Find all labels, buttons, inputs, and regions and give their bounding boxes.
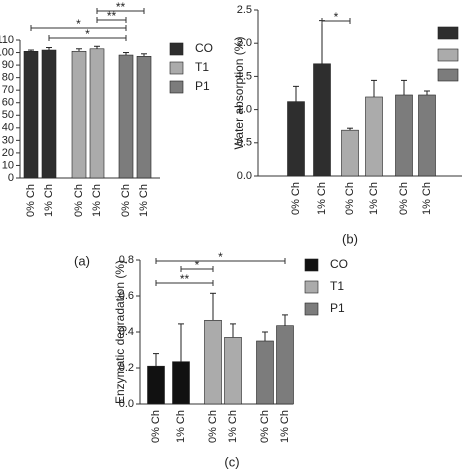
bar xyxy=(395,94,413,177)
significance-label: ** xyxy=(107,9,117,23)
y-tick-label: 0.0 xyxy=(237,170,252,182)
y-tick-label: 0.5 xyxy=(237,137,252,149)
bar xyxy=(418,94,436,177)
x-tick-label: 0% Ch xyxy=(290,182,302,215)
y-tick-label: 1.5 xyxy=(237,70,252,82)
x-tick-label: 1% Ch xyxy=(421,182,433,215)
y-tick-label: 0 xyxy=(8,172,14,184)
y-tick-label: 50 xyxy=(2,109,14,121)
significance-label: * xyxy=(195,258,200,272)
bar xyxy=(71,50,87,179)
y-tick-label: 2.0 xyxy=(237,37,252,49)
bar xyxy=(287,101,305,177)
y-tick-label: 0.4 xyxy=(119,326,134,338)
y-tick-label: 10 xyxy=(2,159,14,171)
legend-label: CO xyxy=(330,257,348,271)
y-axis-label: Enzymatic degradation (%) xyxy=(113,260,127,404)
bar xyxy=(41,49,57,179)
bar xyxy=(341,129,359,177)
y-tick-label: 80 xyxy=(2,72,14,84)
x-tick-label: 0% Ch xyxy=(259,410,271,443)
y-tick-label: 0.2 xyxy=(119,362,134,374)
y-tick-label: 90 xyxy=(2,59,14,71)
bar xyxy=(204,319,222,405)
x-tick-label: 1% Ch xyxy=(91,184,103,217)
legend-swatch xyxy=(437,26,459,40)
legend-label: P1 xyxy=(330,301,345,315)
y-tick-label: 40 xyxy=(2,122,14,134)
x-tick-label: 0% Ch xyxy=(398,182,410,215)
bar xyxy=(147,365,165,405)
x-tick-label: 1% Ch xyxy=(316,182,328,215)
legend-swatch xyxy=(169,42,184,56)
x-tick-label: 0% Ch xyxy=(120,184,132,217)
bar xyxy=(313,63,331,177)
x-tick-label: 0% Ch xyxy=(150,410,162,443)
bar xyxy=(172,361,190,405)
legend-swatch xyxy=(169,61,184,75)
legend-label: CO xyxy=(195,41,213,55)
x-tick-label: 0% Ch xyxy=(207,410,219,443)
y-tick-label: 100 xyxy=(0,46,14,58)
bar xyxy=(89,48,105,179)
legend-swatch xyxy=(437,68,459,82)
subplot-label: (c) xyxy=(224,454,239,469)
y-tick-label: 30 xyxy=(2,134,14,146)
bar xyxy=(256,340,274,405)
x-tick-label: 1% Ch xyxy=(175,410,187,443)
x-tick-label: 0% Ch xyxy=(73,184,85,217)
significance-label: * xyxy=(218,250,223,264)
bar xyxy=(224,337,242,405)
bar xyxy=(136,56,152,179)
x-tick-label: 1% Ch xyxy=(279,410,291,443)
y-tick-label: 1.0 xyxy=(237,104,252,116)
subplot-label: (b) xyxy=(342,231,358,246)
legend-swatch xyxy=(304,258,319,272)
legend-swatch xyxy=(304,302,319,316)
x-tick-label: 1% Ch xyxy=(368,182,380,215)
legend-label: P1 xyxy=(195,79,210,93)
x-tick-label: 1% Ch xyxy=(227,410,239,443)
legend-label: T1 xyxy=(195,60,209,74)
y-tick-label: 70 xyxy=(2,84,14,96)
y-tick-label: 0.6 xyxy=(119,290,134,302)
significance-label: * xyxy=(334,10,339,24)
significance-label: ** xyxy=(180,272,190,286)
x-tick-label: 0% Ch xyxy=(25,184,37,217)
y-tick-label: 2.5 xyxy=(237,4,252,16)
legend-swatch xyxy=(437,48,459,62)
bar xyxy=(118,54,134,179)
y-tick-label: 110 xyxy=(0,34,14,46)
subplot-label: (a) xyxy=(74,253,90,268)
significance-label: ** xyxy=(116,0,126,14)
significance-label: * xyxy=(85,27,90,41)
bar xyxy=(23,50,39,179)
y-tick-label: 0.0 xyxy=(119,398,134,410)
legend-label: T1 xyxy=(330,279,344,293)
x-tick-label: 0% Ch xyxy=(344,182,356,215)
bar xyxy=(276,325,294,405)
legend-swatch xyxy=(169,80,184,94)
x-tick-label: 1% Ch xyxy=(138,184,150,217)
y-tick-label: 0.8 xyxy=(119,254,134,266)
bar xyxy=(365,96,383,177)
x-tick-label: 1% Ch xyxy=(43,184,55,217)
legend-swatch xyxy=(304,280,319,294)
y-axis-label: Water absorption (%) xyxy=(232,37,246,150)
significance-label: * xyxy=(76,17,81,31)
y-tick-label: 60 xyxy=(2,97,14,109)
y-tick-label: 20 xyxy=(2,147,14,159)
